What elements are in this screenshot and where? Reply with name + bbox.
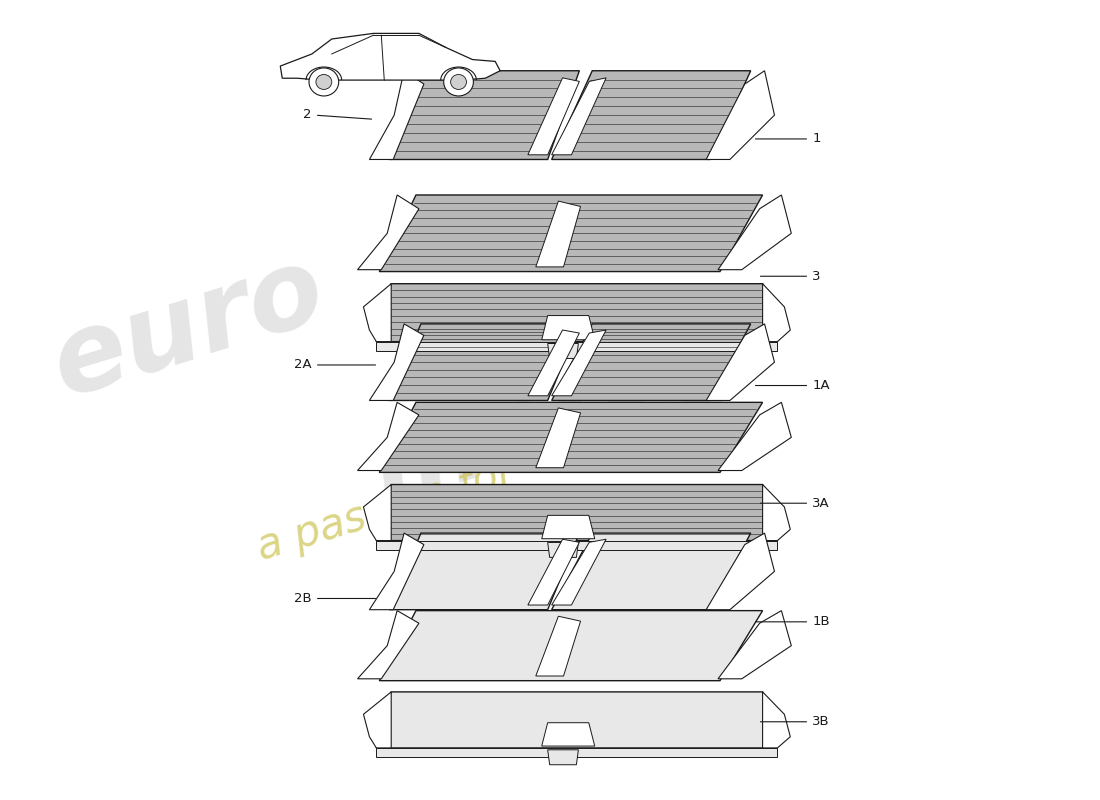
Polygon shape bbox=[718, 402, 791, 470]
Polygon shape bbox=[536, 616, 581, 676]
Polygon shape bbox=[376, 692, 778, 748]
Polygon shape bbox=[280, 34, 500, 80]
Text: 2: 2 bbox=[304, 108, 372, 121]
Polygon shape bbox=[528, 330, 580, 396]
Polygon shape bbox=[358, 195, 419, 270]
Text: 3A: 3A bbox=[760, 497, 829, 510]
Polygon shape bbox=[551, 330, 606, 396]
Polygon shape bbox=[363, 485, 392, 541]
Polygon shape bbox=[389, 324, 580, 401]
Polygon shape bbox=[370, 70, 424, 159]
Polygon shape bbox=[379, 610, 762, 681]
Polygon shape bbox=[718, 610, 791, 679]
Circle shape bbox=[309, 68, 339, 96]
Polygon shape bbox=[551, 324, 750, 401]
Polygon shape bbox=[548, 343, 579, 358]
Text: 3B: 3B bbox=[760, 715, 829, 728]
Polygon shape bbox=[541, 722, 595, 746]
Polygon shape bbox=[548, 542, 579, 558]
Polygon shape bbox=[370, 533, 424, 610]
Text: meres: meres bbox=[359, 315, 751, 527]
Polygon shape bbox=[718, 195, 791, 270]
Circle shape bbox=[451, 74, 466, 90]
Polygon shape bbox=[363, 692, 392, 748]
Polygon shape bbox=[379, 402, 762, 472]
Polygon shape bbox=[358, 402, 419, 470]
Text: 1: 1 bbox=[756, 133, 821, 146]
Text: 3: 3 bbox=[760, 270, 821, 282]
Text: 2B: 2B bbox=[295, 592, 375, 605]
Circle shape bbox=[316, 74, 332, 90]
Polygon shape bbox=[370, 324, 424, 401]
Polygon shape bbox=[376, 284, 778, 342]
Text: 1B: 1B bbox=[756, 615, 829, 628]
Polygon shape bbox=[536, 408, 581, 468]
Polygon shape bbox=[551, 70, 750, 159]
Polygon shape bbox=[528, 539, 580, 605]
Text: euro: euro bbox=[40, 236, 337, 419]
Polygon shape bbox=[548, 750, 579, 765]
Polygon shape bbox=[389, 70, 580, 159]
Text: a passion for: a passion for bbox=[252, 450, 520, 569]
Text: 1A: 1A bbox=[756, 379, 829, 392]
Text: 2A: 2A bbox=[295, 358, 375, 371]
Polygon shape bbox=[762, 485, 790, 541]
Polygon shape bbox=[536, 201, 581, 267]
Polygon shape bbox=[379, 195, 762, 271]
Text: since 1985: since 1985 bbox=[499, 550, 729, 657]
Polygon shape bbox=[358, 610, 419, 679]
Polygon shape bbox=[762, 692, 790, 748]
Polygon shape bbox=[706, 533, 774, 610]
Polygon shape bbox=[363, 284, 392, 342]
Circle shape bbox=[443, 68, 473, 96]
Polygon shape bbox=[762, 284, 790, 342]
Polygon shape bbox=[376, 342, 778, 351]
Polygon shape bbox=[376, 748, 778, 758]
Polygon shape bbox=[551, 533, 750, 610]
Polygon shape bbox=[551, 78, 606, 155]
Polygon shape bbox=[528, 78, 580, 155]
Polygon shape bbox=[551, 539, 606, 605]
Polygon shape bbox=[376, 541, 778, 550]
Polygon shape bbox=[389, 533, 580, 610]
Polygon shape bbox=[706, 324, 774, 401]
Polygon shape bbox=[706, 70, 774, 159]
Polygon shape bbox=[541, 315, 595, 340]
Polygon shape bbox=[541, 515, 595, 538]
Polygon shape bbox=[376, 485, 778, 541]
